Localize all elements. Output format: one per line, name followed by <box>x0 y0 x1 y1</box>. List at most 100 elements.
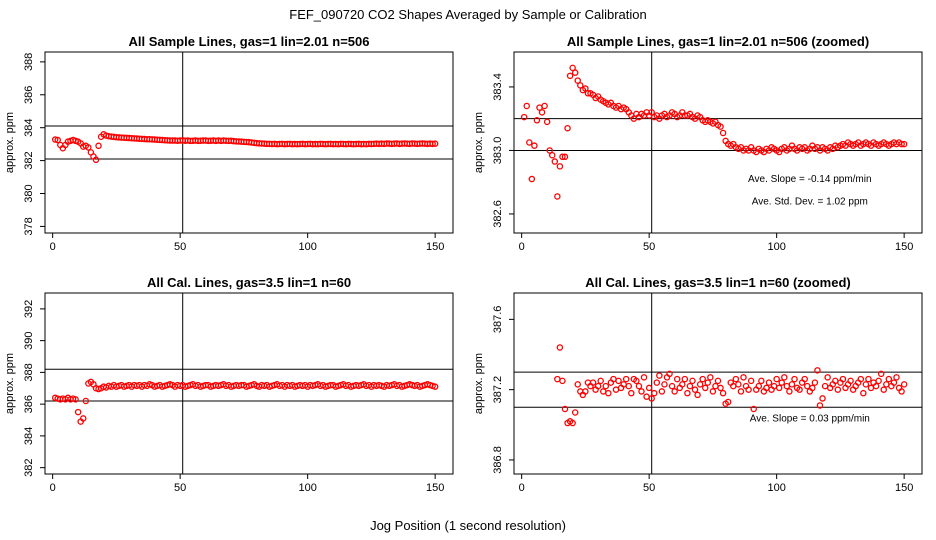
data-point <box>773 375 780 383</box>
data-point <box>689 377 696 385</box>
data-point <box>880 386 888 393</box>
data-point <box>625 382 633 390</box>
data-point <box>571 69 579 76</box>
data-point <box>745 386 752 393</box>
data-point <box>900 381 908 388</box>
data-point <box>574 381 582 388</box>
y-tick-label: 382 <box>23 151 35 169</box>
data-point <box>431 140 439 147</box>
data-point <box>740 374 747 381</box>
panel-all-cal-lines-zoomed: All Cal. Lines, gas=3.5 lin=1 n=60 (zoom… <box>473 275 923 494</box>
data-point <box>719 129 727 137</box>
y-tick-label: 380 <box>23 184 35 202</box>
data-point <box>809 384 816 392</box>
y-axis-label: approx. ppm <box>4 112 16 173</box>
data-point <box>569 64 576 72</box>
data-point <box>737 388 745 395</box>
panel-all-sample-lines: All Sample Lines, gas=1 lin=2.01 n=506 ap… <box>4 34 454 253</box>
data-point <box>589 379 597 386</box>
data-point <box>898 140 905 148</box>
data-point <box>82 397 90 405</box>
data-point <box>847 377 854 385</box>
data-point <box>538 109 546 116</box>
data-point <box>717 123 724 130</box>
data-point <box>661 381 668 388</box>
y-tick-label: 387.2 <box>492 376 504 404</box>
data-point <box>704 379 712 386</box>
x-tick-label: 50 <box>643 241 655 253</box>
x-tick-label: 50 <box>643 482 655 494</box>
data-point <box>839 375 847 383</box>
data-point <box>775 384 783 392</box>
data-point <box>566 72 574 80</box>
data-point <box>786 388 793 395</box>
data-point <box>834 386 842 393</box>
data-point <box>431 383 439 390</box>
data-point <box>885 375 893 383</box>
data-point <box>574 77 582 84</box>
y-axis-label: approx. ppm <box>4 353 16 414</box>
y-axis-label: approx. ppm <box>473 112 485 173</box>
data-point <box>804 382 811 390</box>
data-point <box>556 344 564 351</box>
x-tick-label: 150 <box>426 241 444 253</box>
data-point <box>735 381 742 388</box>
data-point <box>821 382 829 390</box>
data-point <box>531 142 538 149</box>
data-point <box>750 405 757 413</box>
data-point <box>600 388 607 395</box>
x-tick-label: 0 <box>50 241 56 253</box>
data-point <box>74 408 82 416</box>
data-point <box>781 374 788 381</box>
panel-title: All Cal. Lines, gas=3.5 lin=1 n=60 (zoom… <box>585 275 851 290</box>
annotation-text: Ave. Std. Dev. = 1.02 ppm <box>752 196 868 207</box>
data-point <box>783 382 791 390</box>
y-tick-label: 392 <box>23 300 35 318</box>
data-point <box>681 375 689 383</box>
data-point <box>528 175 536 183</box>
data-point <box>651 389 658 397</box>
data-point <box>824 374 831 381</box>
data-point <box>582 85 589 92</box>
data-point <box>791 375 798 383</box>
data-point <box>658 388 666 395</box>
data-point <box>533 117 541 124</box>
x-tick-label: 0 <box>519 241 525 253</box>
data-point <box>893 374 900 381</box>
x-tick-label: 50 <box>174 241 186 253</box>
data-point <box>788 381 796 388</box>
y-tick-label: 386.8 <box>492 446 504 474</box>
data-point <box>875 377 882 385</box>
data-point <box>80 415 87 422</box>
data-point <box>857 375 865 383</box>
plot-frame <box>44 51 454 234</box>
data-point <box>582 388 589 395</box>
y-tick-label: 386 <box>23 395 35 413</box>
x-tick-label: 100 <box>767 241 785 253</box>
x-tick-label: 100 <box>298 482 316 494</box>
data-point <box>564 124 571 132</box>
data-point <box>691 386 699 393</box>
data-point <box>890 379 898 386</box>
data-point <box>429 140 436 148</box>
data-point <box>819 395 826 402</box>
x-tick-label: 0 <box>50 482 56 494</box>
data-point <box>561 405 569 413</box>
data-point <box>643 393 650 400</box>
y-tick-label: 388 <box>23 363 35 381</box>
data-point <box>615 377 622 385</box>
data-point <box>707 374 714 381</box>
data-point <box>778 379 786 386</box>
data-point <box>605 389 612 397</box>
data-point <box>747 377 755 385</box>
data-point <box>633 377 640 385</box>
data-point <box>72 396 79 403</box>
data-point <box>546 147 553 154</box>
data-point <box>523 102 531 110</box>
x-tick-label: 50 <box>174 482 186 494</box>
data-point <box>526 139 533 146</box>
x-tick-label: 150 <box>895 241 913 253</box>
data-point <box>648 395 655 402</box>
y-tick-label: 388 <box>23 53 35 71</box>
data-point <box>594 382 602 390</box>
